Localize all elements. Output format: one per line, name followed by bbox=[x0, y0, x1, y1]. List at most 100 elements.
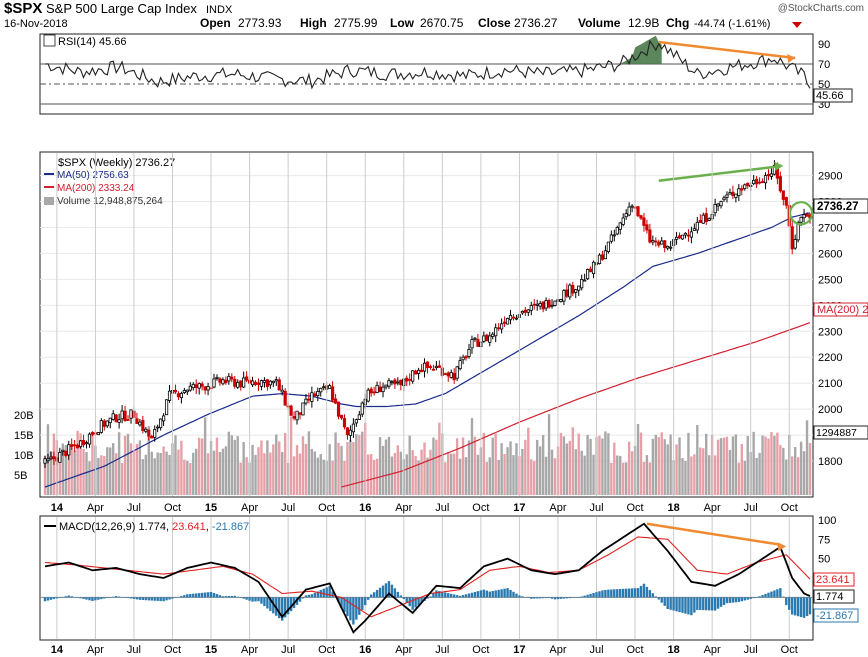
macd-hist-bar bbox=[429, 596, 432, 598]
macd-hist-bar bbox=[79, 597, 82, 599]
macd-hist-bar bbox=[316, 591, 319, 598]
macd-hist-bar bbox=[728, 597, 732, 603]
macd-hist-bar bbox=[663, 597, 666, 606]
volume-bar bbox=[272, 444, 275, 495]
macd-hist-bar bbox=[518, 595, 521, 598]
candle-body bbox=[58, 452, 62, 463]
candle-body bbox=[802, 214, 806, 219]
macd-hist-bar bbox=[586, 594, 589, 598]
price-value-label: 2736.27 bbox=[817, 201, 859, 213]
macd-hist-bar bbox=[461, 595, 465, 598]
macd-hist-bar bbox=[707, 597, 711, 611]
price-value-box bbox=[813, 198, 868, 214]
exchange: INDX bbox=[206, 4, 233, 16]
volume-bar bbox=[82, 448, 85, 495]
candle-body bbox=[167, 390, 172, 401]
volume-bar bbox=[761, 435, 764, 495]
macd-hist-bar bbox=[455, 595, 459, 598]
macd-hist-bar bbox=[200, 592, 204, 598]
macd-hist-bar bbox=[411, 597, 414, 610]
candle-body bbox=[740, 188, 744, 191]
volume-bar bbox=[547, 414, 551, 495]
candle-body bbox=[449, 372, 453, 378]
macd-legend: MACD(12,26,9) 1.774, 23.641, -21.867 bbox=[59, 521, 249, 533]
candle-body bbox=[351, 423, 355, 433]
volume-bar bbox=[734, 434, 738, 495]
candle-body bbox=[488, 335, 492, 343]
volume-bar bbox=[577, 433, 580, 495]
candle-body bbox=[630, 205, 634, 208]
macd-hist-bar bbox=[791, 597, 794, 615]
candle-body bbox=[674, 236, 679, 240]
candle-body bbox=[722, 197, 726, 201]
date: 16-Nov-2018 bbox=[4, 18, 68, 30]
macd-hist-bar bbox=[325, 587, 328, 598]
volume-bar bbox=[85, 451, 88, 495]
macd-hist-bar bbox=[642, 583, 646, 598]
volume-bar bbox=[254, 454, 257, 495]
candle-body bbox=[464, 356, 468, 359]
volume-bar bbox=[378, 437, 382, 495]
volume-bar bbox=[275, 434, 278, 495]
candle-body bbox=[618, 222, 622, 230]
volume-bar bbox=[533, 461, 536, 495]
macd-hist-bar bbox=[693, 597, 696, 613]
volume-bar bbox=[239, 462, 242, 495]
candle-body bbox=[123, 410, 127, 421]
volume-bar bbox=[568, 440, 572, 495]
macd-hist-bar bbox=[328, 585, 331, 598]
macd-hist-bar bbox=[322, 588, 325, 598]
volume-bar bbox=[785, 459, 788, 495]
candle-body bbox=[689, 231, 693, 238]
candle-body bbox=[129, 409, 133, 419]
candle-body bbox=[683, 232, 688, 236]
candle-body bbox=[230, 376, 234, 380]
candle-body bbox=[725, 194, 729, 198]
candle-body bbox=[218, 378, 222, 383]
macd-hist-bar bbox=[289, 597, 293, 612]
price-highlight-circle bbox=[789, 201, 814, 226]
x-axis-bottom-label: Apr bbox=[395, 644, 412, 656]
candle-body bbox=[417, 369, 421, 374]
macd-value-box bbox=[813, 589, 855, 604]
volume-bar bbox=[450, 453, 453, 495]
volume-bar bbox=[183, 459, 186, 495]
candle-body bbox=[253, 381, 258, 385]
macd-hist-bar bbox=[547, 597, 551, 598]
macd-hist-bar bbox=[304, 595, 308, 598]
macd-hist-bar bbox=[657, 597, 660, 600]
candle-body bbox=[250, 380, 255, 386]
macd-hist-bar bbox=[464, 594, 468, 598]
volume-bar bbox=[678, 437, 681, 495]
x-axis-bottom-label: 16 bbox=[359, 644, 371, 656]
rsi-legend: RSI(14) 45.66 bbox=[58, 36, 126, 48]
volume-bar bbox=[168, 454, 171, 495]
macd-hist-bar bbox=[150, 597, 153, 601]
volume-bar bbox=[289, 416, 293, 495]
signal-value-label: 23.641 bbox=[816, 574, 850, 586]
volume-bar bbox=[310, 448, 314, 495]
volume-bar bbox=[316, 457, 319, 495]
candle-body bbox=[532, 303, 536, 306]
volume-bar bbox=[162, 446, 165, 495]
candle-body bbox=[236, 382, 240, 388]
volume-bar bbox=[295, 445, 299, 495]
volume-bar bbox=[301, 436, 305, 495]
volume-bar bbox=[719, 438, 723, 495]
volume-bar bbox=[610, 462, 613, 495]
macd-hist-bar bbox=[88, 597, 91, 601]
volume-bar bbox=[796, 457, 800, 495]
candle-body bbox=[245, 376, 249, 381]
volume-bar bbox=[269, 452, 272, 495]
candle-body bbox=[399, 379, 403, 386]
candle-body bbox=[707, 218, 711, 221]
x-axis-bottom-label: Apr bbox=[241, 644, 258, 656]
candle-body bbox=[597, 254, 602, 264]
price-legend-icon bbox=[43, 157, 54, 168]
rsi-line bbox=[44, 39, 811, 90]
candle-body bbox=[298, 412, 302, 415]
macd-hist-bar bbox=[349, 597, 352, 621]
macd-hist-bar bbox=[114, 596, 118, 598]
x-axis-bottom-label: Oct bbox=[626, 644, 643, 656]
volume-bar bbox=[737, 462, 741, 495]
